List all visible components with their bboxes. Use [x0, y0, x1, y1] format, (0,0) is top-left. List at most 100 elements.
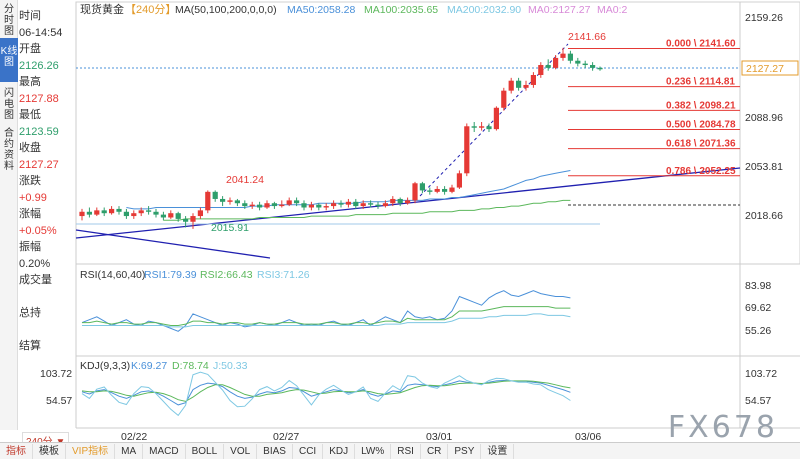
amp-label: 振幅 — [19, 241, 41, 253]
annotation-swing-low: 2015.91 — [211, 222, 249, 234]
toolbar-lw[interactable]: LW% — [355, 443, 392, 459]
change-value: +0.99 — [19, 191, 47, 204]
candlesticks — [79, 47, 603, 229]
toolbar-boll[interactable]: BOLL — [186, 443, 225, 459]
candle-body — [279, 204, 285, 207]
rsi3-value: RSI3:71.26 — [257, 269, 310, 281]
toolbar-psy[interactable]: PSY — [448, 443, 482, 459]
moving-averages — [126, 170, 571, 221]
toolbar-indicator[interactable]: 指标 — [0, 443, 33, 459]
ma0-value-2: MA0:2 — [597, 4, 628, 16]
volume-label: 成交量 — [19, 274, 52, 286]
candle-body — [109, 208, 115, 214]
candle-body — [390, 198, 396, 204]
candle-body — [138, 210, 144, 214]
candle-body — [153, 211, 159, 215]
candle-body — [249, 204, 255, 207]
ma100-line — [163, 199, 571, 221]
candle-body — [530, 74, 536, 85]
toolbar-vip[interactable]: VIP指标 — [66, 443, 116, 459]
candle-body — [456, 173, 462, 188]
rsi-tick-2: 69.62 — [745, 302, 771, 314]
price-tick-4: 2018.66 — [745, 210, 783, 222]
candle-body — [79, 211, 85, 217]
candle-body — [560, 53, 566, 58]
candle-body — [382, 203, 388, 207]
candle-body — [234, 200, 240, 204]
fib-label-5: 0.000 \ 2141.60 — [666, 38, 736, 49]
trendline-lower — [75, 229, 271, 259]
chart-area[interactable]: 现货黄金 【240分】 MA(50,100,200,0,0,0) MA50:20… — [0, 0, 800, 442]
toolbar-cci[interactable]: CCI — [293, 443, 324, 459]
kdj-tick-2: 54.57 — [745, 395, 771, 407]
candle-body — [146, 210, 152, 212]
rsi-lines — [81, 290, 571, 332]
candle-body — [123, 211, 129, 217]
pct-value: +0.05% — [19, 224, 57, 237]
close-label: 收盘 — [19, 142, 41, 154]
tab-contract[interactable]: 合约资料 — [4, 128, 14, 172]
rsi-tick-1: 83.98 — [745, 280, 771, 292]
fib-label-1: 0.382 \ 2098.21 — [666, 100, 736, 111]
candle-body — [160, 214, 166, 218]
candle-body — [101, 210, 107, 214]
candle-body — [257, 204, 263, 208]
candle-body — [331, 203, 337, 207]
toolbar-cr[interactable]: CR — [421, 443, 449, 459]
candle-body — [427, 190, 433, 192]
candle-body — [227, 200, 233, 202]
toolbar-template[interactable]: 模板 — [33, 443, 66, 459]
toolbar-kdj[interactable]: KDJ — [323, 443, 356, 459]
rsi2-line — [82, 306, 571, 326]
candle-body — [442, 188, 448, 192]
rsi3-line — [82, 313, 571, 328]
quote-panel: 时间 06-14:54 开盘 2126.26 最高 2127.88 最低 212… — [19, 8, 75, 355]
candle-body — [197, 210, 203, 217]
candle-body — [264, 203, 270, 208]
tab-intraday[interactable]: 分时图 — [4, 4, 14, 37]
change-label: 涨跌 — [19, 175, 41, 187]
candle-body — [353, 201, 359, 207]
candle-body — [175, 213, 181, 219]
price-tick-3: 2053.81 — [745, 161, 783, 173]
x-label-4: 03/06 — [575, 431, 601, 442]
toolbar-rsi[interactable]: RSI — [391, 443, 421, 459]
kdj-k-value: K:69.27 — [131, 360, 167, 372]
candle-body — [434, 188, 440, 192]
toolbar-settings[interactable]: 设置 — [481, 443, 515, 459]
high-label: 最高 — [19, 76, 41, 88]
candle-body — [538, 65, 544, 75]
fib-label-3: 0.618 \ 2071.36 — [666, 139, 736, 150]
kdj-lines — [81, 371, 571, 417]
kdj-j-value: J:50.33 — [213, 360, 248, 372]
candle-body — [345, 201, 351, 205]
settle-label: 结算 — [19, 340, 41, 352]
open-interest-label: 总持 — [19, 307, 41, 319]
candle-body — [338, 203, 344, 205]
toolbar-bias[interactable]: BIAS — [257, 443, 293, 459]
rsi2-value: RSI2:66.43 — [200, 269, 253, 281]
low-value: 2123.59 — [19, 125, 59, 138]
ma100-value: MA100:2035.65 — [364, 4, 438, 16]
kdj-j-line — [81, 371, 571, 417]
watermark-logo: FX678 — [667, 410, 778, 445]
candle-body — [523, 84, 529, 88]
time-value: 06-14:54 — [19, 26, 63, 39]
period-label: 【240分】 — [125, 3, 176, 16]
candle-body — [86, 211, 92, 215]
price-tick-1: 2159.26 — [745, 12, 783, 24]
toolbar-vol[interactable]: VOL — [224, 443, 258, 459]
kdj-d-line — [81, 380, 571, 402]
ma0-value: MA0:2127.27 — [528, 4, 591, 16]
tab-kline[interactable]: K线图 — [0, 38, 18, 82]
candle-body — [294, 200, 300, 204]
annotation-high: 2141.66 — [568, 31, 606, 43]
kdj-k-line — [81, 379, 571, 406]
candle-body — [516, 80, 522, 88]
candle-body — [190, 216, 196, 222]
rsi-title: RSI(14,60,40) — [80, 269, 145, 281]
tab-flash[interactable]: 闪电图 — [4, 88, 14, 121]
toolbar-ma[interactable]: MA — [115, 443, 144, 459]
kdj-title: KDJ(9,3,3) — [80, 360, 130, 372]
toolbar-macd[interactable]: MACD — [143, 443, 186, 459]
